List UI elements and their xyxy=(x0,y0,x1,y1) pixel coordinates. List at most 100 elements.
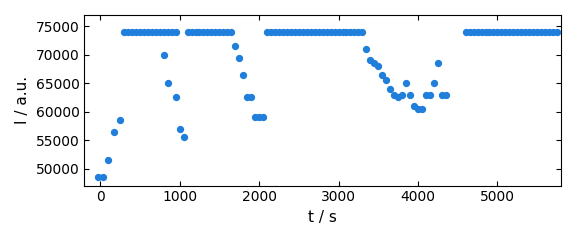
Point xyxy=(358,30,367,34)
Point xyxy=(362,47,371,51)
Point xyxy=(238,73,248,77)
Point xyxy=(159,30,168,34)
Point xyxy=(290,30,300,34)
Point xyxy=(334,30,343,34)
Point xyxy=(219,30,228,34)
Point xyxy=(242,96,252,99)
Point xyxy=(175,127,184,131)
Point xyxy=(536,30,545,34)
Point xyxy=(171,30,180,34)
Point xyxy=(326,30,335,34)
Point xyxy=(314,30,323,34)
Point xyxy=(385,87,395,91)
Point xyxy=(505,30,514,34)
Point xyxy=(195,30,204,34)
Point xyxy=(159,53,168,57)
Point xyxy=(147,30,157,34)
Point xyxy=(207,30,216,34)
Point xyxy=(461,30,470,34)
Point xyxy=(163,81,172,85)
Point xyxy=(521,30,530,34)
X-axis label: t / s: t / s xyxy=(308,210,337,225)
Point xyxy=(418,107,427,111)
Point xyxy=(259,115,268,119)
Point xyxy=(203,30,212,34)
Point xyxy=(374,64,383,68)
Point xyxy=(393,96,403,99)
Point xyxy=(485,30,494,34)
Point xyxy=(509,30,518,34)
Point xyxy=(477,30,486,34)
Point xyxy=(223,30,232,34)
Point xyxy=(517,30,526,34)
Point xyxy=(282,30,291,34)
Point xyxy=(199,30,208,34)
Point xyxy=(104,158,113,162)
Point xyxy=(139,30,149,34)
Point xyxy=(421,93,430,96)
Point xyxy=(389,93,399,96)
Point xyxy=(342,30,351,34)
Point xyxy=(540,30,550,34)
Point xyxy=(263,30,272,34)
Point xyxy=(330,30,339,34)
Point xyxy=(397,93,407,96)
Point xyxy=(183,30,192,34)
Point xyxy=(251,115,260,119)
Point xyxy=(350,30,359,34)
Point xyxy=(552,30,562,34)
Point xyxy=(127,30,137,34)
Point xyxy=(370,61,379,65)
Point xyxy=(270,30,279,34)
Point xyxy=(338,30,347,34)
Point xyxy=(548,30,558,34)
Point xyxy=(525,30,534,34)
Point xyxy=(119,30,128,34)
Point xyxy=(110,130,119,133)
Point xyxy=(93,175,103,179)
Point xyxy=(318,30,327,34)
Point xyxy=(310,30,319,34)
Point xyxy=(278,30,287,34)
Point xyxy=(143,30,153,34)
Point xyxy=(171,96,180,99)
Point xyxy=(234,56,244,60)
Point xyxy=(123,30,132,34)
Point xyxy=(167,30,176,34)
Point xyxy=(425,93,434,96)
Point xyxy=(187,30,196,34)
Point xyxy=(155,30,164,34)
Point xyxy=(493,30,502,34)
Point xyxy=(98,175,107,179)
Point xyxy=(381,78,391,82)
Point xyxy=(302,30,312,34)
Point xyxy=(230,44,240,48)
Point xyxy=(437,93,446,96)
Point xyxy=(298,30,308,34)
Y-axis label: I / a.u.: I / a.u. xyxy=(15,76,30,124)
Point xyxy=(410,104,419,108)
Point xyxy=(247,96,256,99)
Point xyxy=(441,93,450,96)
Point xyxy=(286,30,295,34)
Point xyxy=(529,30,538,34)
Point xyxy=(274,30,283,34)
Point xyxy=(266,30,275,34)
Point xyxy=(497,30,506,34)
Point xyxy=(135,30,145,34)
Point xyxy=(544,30,554,34)
Point xyxy=(179,135,188,139)
Point xyxy=(255,115,264,119)
Point xyxy=(366,59,375,62)
Point xyxy=(215,30,224,34)
Point xyxy=(378,73,387,77)
Point xyxy=(322,30,331,34)
Point xyxy=(354,30,363,34)
Point xyxy=(151,30,160,34)
Point xyxy=(429,81,438,85)
Point xyxy=(501,30,510,34)
Point xyxy=(227,30,236,34)
Point xyxy=(481,30,490,34)
Point xyxy=(211,30,220,34)
Point xyxy=(469,30,478,34)
